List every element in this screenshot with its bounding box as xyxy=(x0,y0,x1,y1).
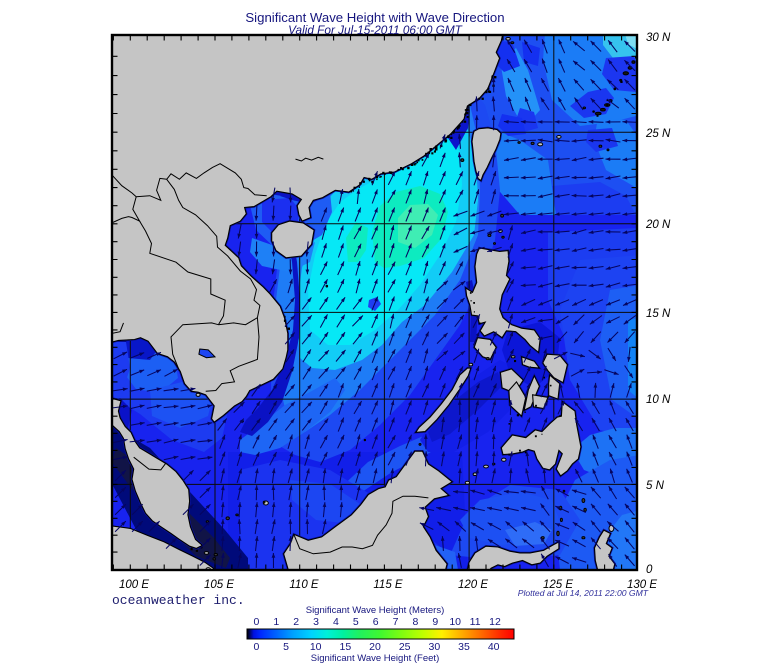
svg-text:7: 7 xyxy=(393,616,399,628)
svg-text:30: 30 xyxy=(429,641,441,653)
svg-text:5: 5 xyxy=(283,641,289,653)
svg-text:4: 4 xyxy=(333,616,339,628)
svg-text:Significant Wave Height (Feet): Significant Wave Height (Feet) xyxy=(311,653,439,664)
svg-text:40: 40 xyxy=(488,641,500,653)
svg-text:35: 35 xyxy=(458,641,470,653)
svg-text:2: 2 xyxy=(293,616,299,628)
svg-text:11: 11 xyxy=(470,616,481,628)
svg-text:12: 12 xyxy=(489,616,501,628)
svg-text:8: 8 xyxy=(412,616,418,628)
svg-text:6: 6 xyxy=(373,616,379,628)
svg-text:3: 3 xyxy=(313,616,319,628)
svg-text:20 N: 20 N xyxy=(645,219,671,231)
svg-text:Valid For Jul-15-2011 06:00 GM: Valid For Jul-15-2011 06:00 GMT xyxy=(288,23,463,37)
svg-text:0: 0 xyxy=(253,616,259,628)
svg-text:Significant Wave Height with W: Significant Wave Height with Wave Direct… xyxy=(245,10,504,25)
svg-text:15: 15 xyxy=(340,641,352,653)
svg-text:10: 10 xyxy=(449,616,461,628)
svg-text:Significant Wave Height (Meter: Significant Wave Height (Meters) xyxy=(306,605,445,616)
svg-text:0: 0 xyxy=(646,564,653,576)
svg-text:25: 25 xyxy=(399,641,411,653)
svg-text:105 E: 105 E xyxy=(204,579,234,591)
svg-text:Plotted at Jul 14, 2011 22:00: Plotted at Jul 14, 2011 22:00 GMT xyxy=(518,588,649,598)
svg-text:oceanweather inc.: oceanweather inc. xyxy=(112,593,245,608)
svg-text:130 E: 130 E xyxy=(627,579,657,591)
svg-text:5 N: 5 N xyxy=(646,480,665,492)
svg-text:110 E: 110 E xyxy=(289,579,319,591)
svg-text:0: 0 xyxy=(253,641,259,653)
svg-text:20: 20 xyxy=(369,641,381,653)
svg-text:125 E: 125 E xyxy=(543,579,573,591)
svg-text:30 N: 30 N xyxy=(646,32,671,44)
svg-text:9: 9 xyxy=(432,616,438,628)
svg-text:120 E: 120 E xyxy=(458,579,488,591)
svg-text:15 N: 15 N xyxy=(646,308,671,320)
svg-text:115 E: 115 E xyxy=(373,579,403,591)
svg-text:5: 5 xyxy=(353,616,359,628)
svg-text:100 E: 100 E xyxy=(119,579,149,591)
svg-text:25 N: 25 N xyxy=(645,128,671,140)
svg-text:10: 10 xyxy=(310,641,322,653)
svg-text:1: 1 xyxy=(273,616,279,628)
svg-text:10 N: 10 N xyxy=(646,394,671,406)
